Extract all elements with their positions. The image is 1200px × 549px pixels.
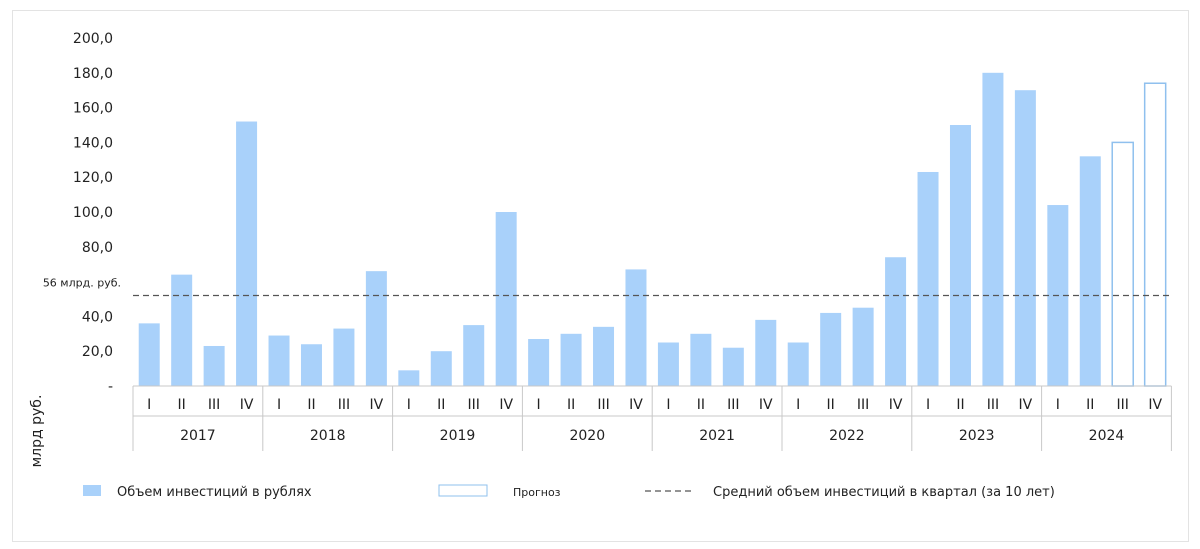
bar (430, 351, 452, 386)
legend-label: Прогноз (513, 486, 561, 499)
y-tick-label: 20,0 (82, 344, 113, 360)
y-tick-label: 120,0 (73, 170, 113, 186)
bar (885, 257, 907, 386)
y-tick-label: - (108, 379, 113, 395)
quarter-label: II (1086, 397, 1094, 413)
year-label: 2023 (959, 428, 995, 444)
year-label: 2018 (310, 428, 346, 444)
legend-label: Средний объем инвестиций в квартал (за 1… (713, 485, 1055, 500)
chart-frame: - 20,0 40,0 56 млрд. руб. 80,0 100,0 120,0 140,… (12, 10, 1189, 542)
y-tick-label: 56 млрд. руб. (43, 277, 121, 290)
quarter-label: III (1117, 397, 1129, 413)
quarter-label: II (697, 397, 705, 413)
year-label: 2022 (829, 428, 865, 444)
quarter-label: III (727, 397, 739, 413)
quarter-label: I (147, 397, 151, 413)
legend-swatch-forecast (438, 484, 488, 497)
bar (917, 171, 939, 386)
quarter-label: II (307, 397, 315, 413)
bar (398, 370, 420, 386)
bar (528, 339, 550, 386)
quarter-label: I (666, 397, 670, 413)
quarter-label: IV (629, 397, 643, 413)
bar (300, 344, 322, 386)
quarter-label: III (468, 397, 480, 413)
quarter-label: I (277, 397, 281, 413)
legend-label: Объем инвестиций в рублях (117, 485, 312, 500)
quarter-label: II (567, 397, 575, 413)
bar (138, 323, 160, 386)
bar (625, 269, 647, 386)
quarter-label: I (926, 397, 930, 413)
quarter-label: IV (1019, 397, 1033, 413)
bar (949, 125, 971, 386)
bar (1014, 90, 1036, 386)
forecast-bar (1143, 82, 1167, 387)
y-tick-label: 140,0 (73, 135, 113, 151)
bar (593, 326, 615, 386)
y-tick-label: 160,0 (73, 101, 113, 117)
quarter-label: IV (889, 397, 903, 413)
quarter-label: IV (370, 397, 384, 413)
x-axis: I II III IV I II III IV I II III IV I II III IV I II III IV… (132, 385, 1172, 451)
year-label: 2024 (1089, 428, 1125, 444)
quarter-label: I (537, 397, 541, 413)
bar (463, 325, 485, 386)
bar (755, 319, 777, 386)
quarter-label: III (857, 397, 869, 413)
forecast-bar (1111, 141, 1134, 387)
bar (171, 274, 193, 386)
quarter-label: II (956, 397, 964, 413)
bar (787, 342, 809, 386)
bar (268, 335, 290, 386)
quarter-label: II (437, 397, 445, 413)
quarter-label: III (338, 397, 350, 413)
quarter-label: II (178, 397, 186, 413)
bar (722, 347, 744, 386)
bar (852, 307, 874, 386)
quarter-label: I (407, 397, 411, 413)
bar (495, 212, 517, 386)
year-label: 2021 (699, 428, 735, 444)
y-tick-label: 40,0 (82, 309, 113, 325)
bar (690, 333, 712, 386)
bar (203, 345, 225, 386)
bar (982, 72, 1004, 387)
bar (820, 312, 842, 386)
quarter-label: IV (499, 397, 513, 413)
quarter-label: I (1056, 397, 1060, 413)
bar (560, 333, 582, 386)
quarter-label: I (796, 397, 800, 413)
investment-bar-chart: - 20,0 40,0 56 млрд. руб. 80,0 100,0 120,0 140,… (29, 31, 1172, 500)
bar (365, 271, 387, 386)
y-axis-label: млрд руб. (29, 395, 45, 468)
quarter-label: IV (759, 397, 773, 413)
year-label: 2019 (440, 428, 476, 444)
quarter-label: III (597, 397, 609, 413)
y-tick-label: 180,0 (73, 66, 113, 82)
legend-swatch-actual (83, 485, 101, 496)
quarter-label: II (827, 397, 835, 413)
year-label: 2017 (180, 428, 216, 444)
bar (333, 328, 355, 386)
y-tick-label: 100,0 (73, 205, 113, 221)
bars (138, 72, 1167, 387)
y-axis-ticks: - 20,0 40,0 56 млрд. руб. 80,0 100,0 120,0 140,… (43, 31, 121, 395)
quarter-label: IV (1148, 397, 1162, 413)
y-tick-label: 200,0 (73, 31, 113, 47)
bar (1079, 156, 1101, 386)
y-tick-label: 80,0 (82, 240, 113, 256)
bar (236, 121, 258, 387)
quarter-label: III (987, 397, 999, 413)
legend: Объем инвестиций в рублях Прогноз Средний … (83, 484, 1055, 500)
quarter-label: IV (240, 397, 254, 413)
bar (657, 342, 679, 386)
year-label: 2020 (569, 428, 605, 444)
quarter-label: III (208, 397, 220, 413)
